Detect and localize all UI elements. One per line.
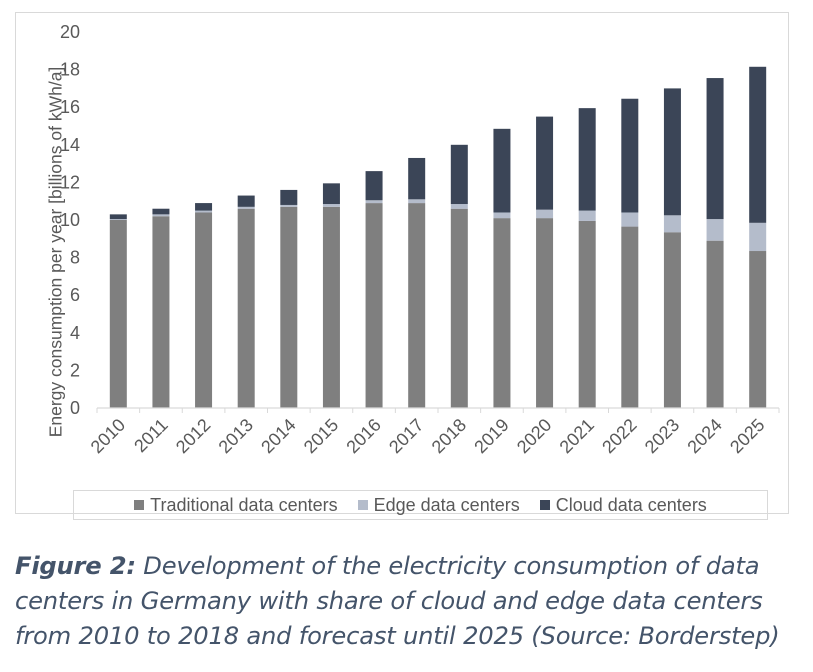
y-tick-label: 4 — [70, 323, 80, 343]
y-tick-label: 10 — [60, 210, 80, 230]
bar-segment-edge — [109, 219, 127, 220]
bar-segment-cloud — [663, 88, 681, 216]
y-tick-label: 16 — [60, 97, 80, 117]
legend-swatch-traditional — [134, 500, 145, 510]
x-tick-label: 2016 — [342, 415, 384, 457]
bar-segment-edge — [365, 200, 383, 204]
bar-segment-traditional — [195, 212, 213, 408]
x-tick-label: 2013 — [215, 415, 257, 457]
bar-segment-cloud — [280, 189, 298, 205]
y-tick-label: 6 — [70, 285, 80, 305]
bar-segment-traditional — [322, 206, 340, 408]
bar-segment-edge — [450, 204, 468, 209]
legend-swatch-cloud — [539, 500, 550, 510]
bar-segment-edge — [322, 204, 340, 207]
bar-segment-edge — [493, 212, 511, 219]
bar-segment-edge — [280, 204, 298, 207]
bar-segment-cloud — [450, 144, 468, 205]
bar-segment-edge — [408, 199, 426, 204]
bar-segment-cloud — [621, 98, 639, 213]
bar-segment-edge — [536, 209, 554, 219]
bar-segment-traditional — [706, 240, 724, 408]
x-tick-label: 2021 — [556, 415, 598, 457]
bar-segment-cloud — [195, 203, 213, 211]
bar-segment-traditional — [408, 203, 426, 408]
bar-segment-cloud — [152, 208, 170, 215]
legend-label-traditional: Traditional data centers — [150, 494, 338, 515]
y-tick-label: 20 — [60, 22, 80, 42]
x-tick-label: 2010 — [87, 415, 129, 457]
x-tick-label: 2015 — [300, 415, 342, 457]
x-tick-label: 2011 — [130, 415, 172, 457]
x-tick-label: 2022 — [598, 415, 640, 457]
legend-label-cloud: Cloud data centers — [555, 494, 707, 515]
chart-legend: Traditional data centers Edge data cente… — [73, 490, 768, 520]
bar-segment-cloud — [536, 116, 554, 210]
x-tick-label: 2019 — [470, 415, 512, 457]
bar-segment-edge — [195, 210, 213, 213]
bar-segment-cloud — [322, 183, 340, 205]
bar-segment-cloud — [493, 128, 511, 213]
bar-segment-cloud — [578, 108, 596, 211]
legend-item-cloud: Cloud data centers — [539, 494, 707, 516]
bar-segment-traditional — [109, 220, 127, 408]
bar-segment-traditional — [621, 226, 639, 408]
bar-segment-cloud — [749, 66, 767, 223]
y-tick-label: 12 — [60, 172, 80, 192]
x-tick-label: 2012 — [172, 415, 214, 457]
bar-segment-edge — [621, 212, 639, 227]
legend-item-traditional: Traditional data centers — [134, 494, 338, 516]
x-tick-label: 2025 — [726, 415, 768, 457]
y-tick-label: 14 — [60, 135, 80, 155]
bar-segment-edge — [663, 215, 681, 233]
legend-label-edge: Edge data centers — [373, 494, 520, 515]
figure-caption-text: Development of the electricity consumpti… — [15, 552, 780, 650]
x-tick-label: 2017 — [385, 415, 427, 457]
x-tick-label: 2014 — [257, 415, 299, 457]
x-tick-label: 2023 — [641, 415, 683, 457]
bar-segment-traditional — [663, 232, 681, 408]
x-tick-label: 2018 — [428, 415, 470, 457]
bar-segment-traditional — [536, 218, 554, 408]
bar-segment-cloud — [237, 195, 255, 207]
y-tick-label: 8 — [70, 248, 80, 268]
bar-segment-edge — [237, 206, 255, 209]
x-tick-label: 2020 — [513, 415, 555, 457]
legend-item-edge: Edge data centers — [357, 494, 520, 516]
bar-segment-traditional — [237, 208, 255, 408]
bar-segment-edge — [706, 219, 724, 241]
x-tick-label: 2024 — [683, 415, 725, 457]
bar-segment-traditional — [578, 220, 596, 408]
bar-segment-cloud — [109, 214, 127, 220]
bar-segment-traditional — [365, 203, 383, 408]
bar-segment-cloud — [408, 157, 426, 200]
bar-segment-edge — [749, 222, 767, 252]
y-tick-label: 18 — [60, 60, 80, 80]
y-tick-label: 2 — [70, 360, 80, 380]
y-tick-label: 0 — [70, 398, 80, 418]
y-axis-title: Energy consumption per year [billions of… — [45, 66, 66, 438]
bar-segment-cloud — [365, 171, 383, 201]
figure-caption-label: Figure 2: — [15, 552, 136, 580]
bar-segment-edge — [578, 210, 596, 221]
bar-segment-traditional — [152, 216, 170, 408]
bar-segment-traditional — [493, 218, 511, 408]
bar-segment-edge — [152, 214, 170, 217]
bar-segment-traditional — [280, 206, 298, 408]
figure-caption: Figure 2: Development of the electricity… — [15, 549, 800, 654]
bar-segment-traditional — [450, 208, 468, 408]
bar-segment-traditional — [749, 251, 767, 408]
bar-segment-cloud — [706, 78, 724, 220]
chart-frame: 0 2 4 6 8 10 12 14 16 18 20 2010 2011 2012 2013 2014 201… — [15, 12, 789, 520]
legend-swatch-edge — [357, 500, 368, 510]
